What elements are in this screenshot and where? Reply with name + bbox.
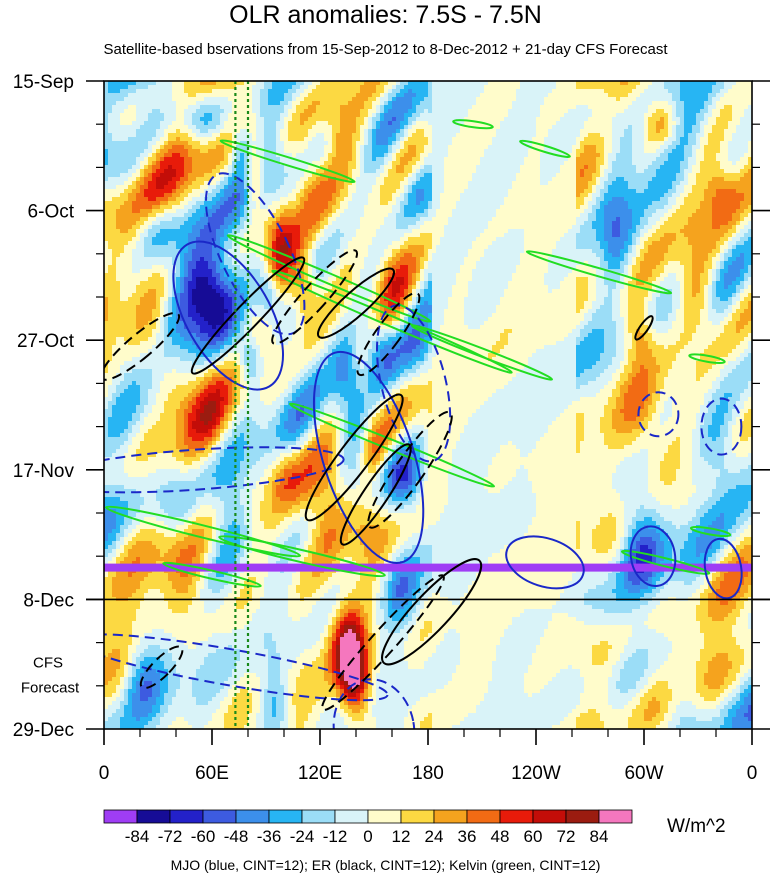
chart-subtitle: Satellite-based bservations from 15-Sep-… <box>0 40 771 60</box>
kelvin-contour-8 <box>525 250 673 295</box>
er-contour-12 <box>634 315 654 341</box>
er-contour-1 <box>190 256 306 375</box>
colorbar-swatch-13 <box>532 809 567 824</box>
kelvin-contour-10 <box>689 525 732 538</box>
x-tick-label-0: 0 <box>99 763 110 784</box>
colorbar-swatch-10 <box>433 809 468 824</box>
y-tick-label-3: 17-Nov <box>13 461 75 482</box>
colorbar-swatch-4 <box>235 809 270 824</box>
er-contour-9 <box>321 574 445 711</box>
colorbar-swatch-3 <box>202 809 237 824</box>
colorbar-swatch-9 <box>400 809 435 824</box>
colorbar-swatch-15 <box>598 809 633 824</box>
kelvin-contour-11 <box>219 139 356 184</box>
colorbar-label-8: 12 <box>392 827 411 846</box>
y-tick-label-2: 27-Oct <box>17 331 75 352</box>
olr-anomaly-field <box>104 81 752 729</box>
kelvin-contour-3 <box>410 324 554 381</box>
er-contour-4 <box>356 291 421 377</box>
mjo-contour-1 <box>172 240 285 391</box>
kelvin-contour-13 <box>688 353 726 365</box>
colorbar-units: W/m^2 <box>667 816 726 838</box>
er-contour-11 <box>139 645 184 690</box>
colorbar-label-4: -36 <box>257 827 282 846</box>
x-tick-label-5: 60W <box>624 763 663 784</box>
colorbar-label-12: 60 <box>524 827 543 846</box>
y-tick-label-0: 15-Sep <box>13 72 74 93</box>
er-contour-2 <box>271 249 359 345</box>
mjo-contour-11 <box>104 446 345 494</box>
kelvin-contour-2 <box>271 269 513 374</box>
x-tick-label-3: 180 <box>412 763 444 784</box>
y-tick-label-5: 29-Dec <box>13 720 74 741</box>
colorbar-label-13: 72 <box>557 827 576 846</box>
y-tick-label-4: 8-Dec <box>23 590 74 611</box>
er-contour-3 <box>316 267 396 339</box>
wave-contours <box>104 119 743 729</box>
x-tick-label-1: 60E <box>195 763 229 784</box>
colorbar-swatch-5 <box>268 809 303 824</box>
er-contour-10 <box>104 311 181 381</box>
er-contour-6 <box>367 410 453 529</box>
kelvin-contour-5 <box>104 505 302 558</box>
kelvin-contour-6 <box>218 535 386 578</box>
kelvin-contour-9 <box>620 549 711 575</box>
x-tick-label-6: 0 <box>747 763 758 784</box>
mjo-contour-6 <box>629 525 677 587</box>
colorbar-swatch-8 <box>367 809 402 824</box>
colorbar-swatch-2 <box>169 809 204 824</box>
x-tick-label-2: 120E <box>298 763 342 784</box>
colorbar-swatch-14 <box>565 809 600 824</box>
colorbar-label-9: 24 <box>425 827 444 846</box>
colorbar-label-3: -48 <box>224 827 249 846</box>
kelvin-contour-7 <box>162 561 262 588</box>
colorbar-label-14: 84 <box>590 827 609 846</box>
colorbar-label-11: 48 <box>491 827 510 846</box>
colorbar-swatch-7 <box>334 809 369 824</box>
er-contour-5 <box>304 393 404 522</box>
colorbar-label-5: -24 <box>290 827 315 846</box>
colorbar-swatch-11 <box>466 809 501 824</box>
colorbar-swatch-12 <box>499 809 534 824</box>
colorbar-swatch-0 <box>103 809 138 824</box>
kelvin-contour-4 <box>288 402 496 488</box>
forecast-label-1: Forecast <box>21 679 80 696</box>
colorbar-label-10: 36 <box>458 827 477 846</box>
kelvin-contour-12 <box>452 119 494 130</box>
colorbar-label-1: -72 <box>158 827 183 846</box>
kelvin-contour-14 <box>519 139 571 159</box>
mjo-contour-7 <box>703 537 743 600</box>
mjo-contour-4 <box>376 304 452 463</box>
kelvin-contour-1 <box>226 234 432 323</box>
x-tick-label-4: 120W <box>511 763 561 784</box>
chart-title: OLR anomalies: 7.5S - 7.5N <box>0 0 771 30</box>
missing-data-band <box>104 563 752 572</box>
er-contour-7 <box>339 443 412 546</box>
colorbar-label-0: -84 <box>125 827 150 846</box>
mjo-contour-9 <box>700 397 743 456</box>
colorbar-swatch-1 <box>136 809 171 824</box>
colorbar-swatch-6 <box>301 809 336 824</box>
colorbar-label-6: -12 <box>323 827 348 846</box>
mjo-contour-10 <box>104 633 389 702</box>
mjo-contour-5 <box>505 535 585 590</box>
mjo-contour-8 <box>637 391 680 438</box>
y-tick-label-1: 6-Oct <box>28 202 75 223</box>
contours-caption: MJO (blue, CINT=12); ER (black, CINT=12)… <box>0 857 771 873</box>
forecast-label-0: CFS <box>33 654 63 671</box>
colorbar-label-7: 0 <box>363 827 372 846</box>
colorbar-label-2: -60 <box>191 827 216 846</box>
